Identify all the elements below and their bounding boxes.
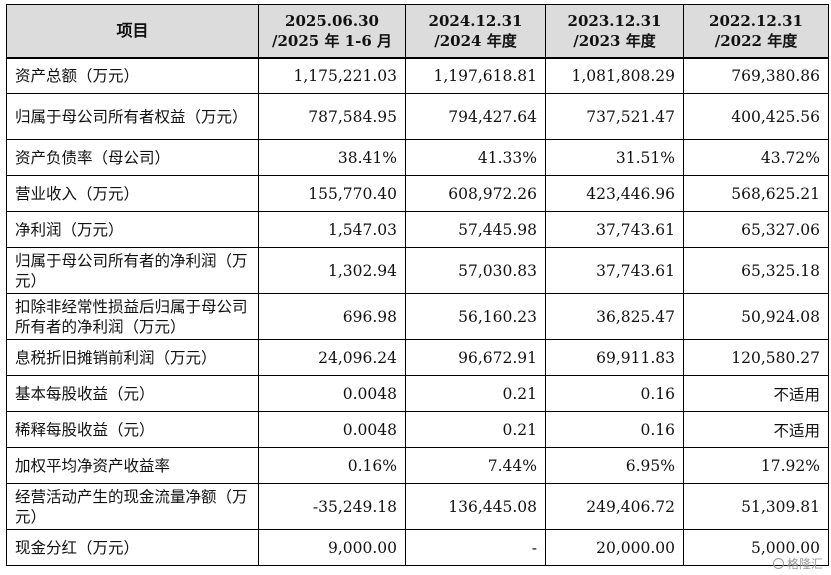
cell-value: 787,584.95 — [258, 93, 406, 140]
table-row: 营业收入（万元） 155,770.40 608,972.26 423,446.9… — [6, 175, 829, 212]
cell-value: 423,446.96 — [545, 175, 684, 212]
cell-value: 568,625.21 — [683, 175, 829, 212]
period-header-2025h1: 2025.06.30/2025 年 1-6 月 — [258, 4, 406, 58]
cell-value: 0.16 — [545, 375, 684, 412]
table-row: 经营活动产生的现金流量净额（万元） -35,249.18 136,445.08 … — [6, 483, 829, 530]
financial-data-table: 项目 2025.06.30/2025 年 1-6 月 2024.12.31/20… — [6, 4, 829, 566]
cell-value: 96,672.91 — [405, 339, 546, 376]
cell-value: 37,743.61 — [545, 247, 684, 294]
cell-value: 0.0048 — [258, 411, 406, 448]
financial-table-container: 项目 2025.06.30/2025 年 1-6 月 2024.12.31/20… — [6, 4, 829, 566]
cell-value: 0.21 — [405, 375, 546, 412]
row-label: 基本每股收益（元） — [6, 375, 259, 412]
cell-value: 57,445.98 — [405, 211, 546, 248]
cell-value: 1,197,618.81 — [405, 56, 546, 94]
row-label: 经营活动产生的现金流量净额（万元） — [6, 483, 259, 530]
row-label: 营业收入（万元） — [6, 175, 259, 212]
row-label: 扣除非经常性损益后归属于母公司所有者的净利润（万元） — [6, 293, 259, 340]
table-row: 基本每股收益（元） 0.0048 0.21 0.16 不适用 — [6, 375, 829, 412]
cell-value: 不适用 — [683, 411, 829, 448]
cell-value: 249,406.72 — [545, 483, 684, 530]
row-label: 现金分红（万元） — [6, 529, 259, 566]
cell-value: 136,445.08 — [405, 483, 546, 530]
table-row: 资产总额（万元） 1,175,221.03 1,197,618.81 1,081… — [6, 56, 829, 94]
period-header-2022: 2022.12.31/2022 年度 — [683, 4, 829, 58]
period-header-2023: 2023.12.31/2023 年度 — [545, 4, 684, 58]
row-label: 归属于母公司所有者的净利润（万元） — [6, 247, 259, 294]
row-label: 归属于母公司所有者权益（万元） — [6, 93, 259, 140]
watermark: 格隆汇 — [772, 555, 823, 572]
table-row: 归属于母公司所有者的净利润（万元） 1,302.94 57,030.83 37,… — [6, 247, 829, 294]
header-row: 项目 2025.06.30/2025 年 1-6 月 2024.12.31/20… — [6, 4, 829, 58]
cell-value: 0.0048 — [258, 375, 406, 412]
table-row: 资产负债率（母公司） 38.41% 41.33% 31.51% 43.72% — [6, 139, 829, 176]
row-label: 净利润（万元） — [6, 211, 259, 248]
cell-value: 36,825.47 — [545, 293, 684, 340]
cell-value: 1,081,808.29 — [545, 56, 684, 94]
cell-value: 51,309.81 — [683, 483, 829, 530]
cell-value: 31.51% — [545, 139, 684, 176]
table-row: 息税折旧摊销前利润（万元） 24,096.24 96,672.91 69,911… — [6, 339, 829, 376]
period-label: /2022 年度 — [714, 31, 798, 50]
cell-value: 24,096.24 — [258, 339, 406, 376]
cell-value: -35,249.18 — [258, 483, 406, 530]
table-row: 稀释每股收益（元） 0.0048 0.21 0.16 不适用 — [6, 411, 829, 448]
cell-value: 120,580.27 — [683, 339, 829, 376]
cell-value: 不适用 — [683, 375, 829, 412]
row-label: 加权平均净资产收益率 — [6, 447, 259, 484]
period-date: 2023.12.31 — [567, 11, 662, 30]
cell-value: 696.98 — [258, 293, 406, 340]
cell-value: 1,302.94 — [258, 247, 406, 294]
period-label: /2024 年度 — [434, 31, 517, 50]
cell-value: 56,160.23 — [405, 293, 546, 340]
period-label: /2023 年度 — [573, 31, 656, 50]
cell-value: 794,427.64 — [405, 93, 546, 140]
row-label: 稀释每股收益（元） — [6, 411, 259, 448]
period-header-2024: 2024.12.31/2024 年度 — [405, 4, 546, 58]
cell-value: 0.16 — [545, 411, 684, 448]
cell-value: 6.95% — [545, 447, 684, 484]
row-label: 资产总额（万元） — [6, 56, 259, 94]
cell-value: 69,911.83 — [545, 339, 684, 376]
cell-value: 155,770.40 — [258, 175, 406, 212]
cell-value: 400,425.56 — [683, 93, 829, 140]
cell-value: 65,325.18 — [683, 247, 829, 294]
cell-value: 20,000.00 — [545, 529, 684, 566]
cell-value: 0.21 — [405, 411, 546, 448]
cell-value: 41.33% — [405, 139, 546, 176]
row-label: 资产负债率（母公司） — [6, 139, 259, 176]
cell-value: 608,972.26 — [405, 175, 546, 212]
period-date: 2024.12.31 — [428, 11, 523, 30]
table-row: 归属于母公司所有者权益（万元） 787,584.95 794,427.64 73… — [6, 93, 829, 140]
cell-value: 38.41% — [258, 139, 406, 176]
cell-value: 7.44% — [405, 447, 546, 484]
cell-value: 37,743.61 — [545, 211, 684, 248]
table-row: 现金分红（万元） 9,000.00 - 20,000.00 5,000.00 — [6, 529, 829, 566]
cell-value: 43.72% — [683, 139, 829, 176]
cell-value: 0.16% — [258, 447, 406, 484]
cell-value: 50,924.08 — [683, 293, 829, 340]
period-label: /2025 年 1-6 月 — [272, 31, 392, 50]
table-row: 净利润（万元） 1,547.03 57,445.98 37,743.61 65,… — [6, 211, 829, 248]
row-label: 息税折旧摊销前利润（万元） — [6, 339, 259, 376]
watermark-logo-icon — [772, 558, 784, 569]
cell-value: - — [405, 529, 546, 566]
period-date: 2022.12.31 — [709, 11, 803, 30]
cell-value: 1,547.03 — [258, 211, 406, 248]
cell-value: 9,000.00 — [258, 529, 406, 566]
table-row: 扣除非经常性损益后归属于母公司所有者的净利润（万元） 696.98 56,160… — [6, 293, 829, 340]
cell-value: 57,030.83 — [405, 247, 546, 294]
cell-value: 65,327.06 — [683, 211, 829, 248]
cell-value: 1,175,221.03 — [258, 56, 406, 94]
table-row: 加权平均净资产收益率 0.16% 7.44% 6.95% 17.92% — [6, 447, 829, 484]
watermark-text: 格隆汇 — [786, 557, 823, 571]
item-header: 项目 — [6, 4, 259, 58]
cell-value: 737,521.47 — [545, 93, 684, 140]
cell-value: 769,380.86 — [683, 56, 829, 94]
period-date: 2025.06.30 — [285, 11, 379, 30]
cell-value: 5,000.00 — [683, 529, 829, 566]
cell-value: 17.92% — [683, 447, 829, 484]
